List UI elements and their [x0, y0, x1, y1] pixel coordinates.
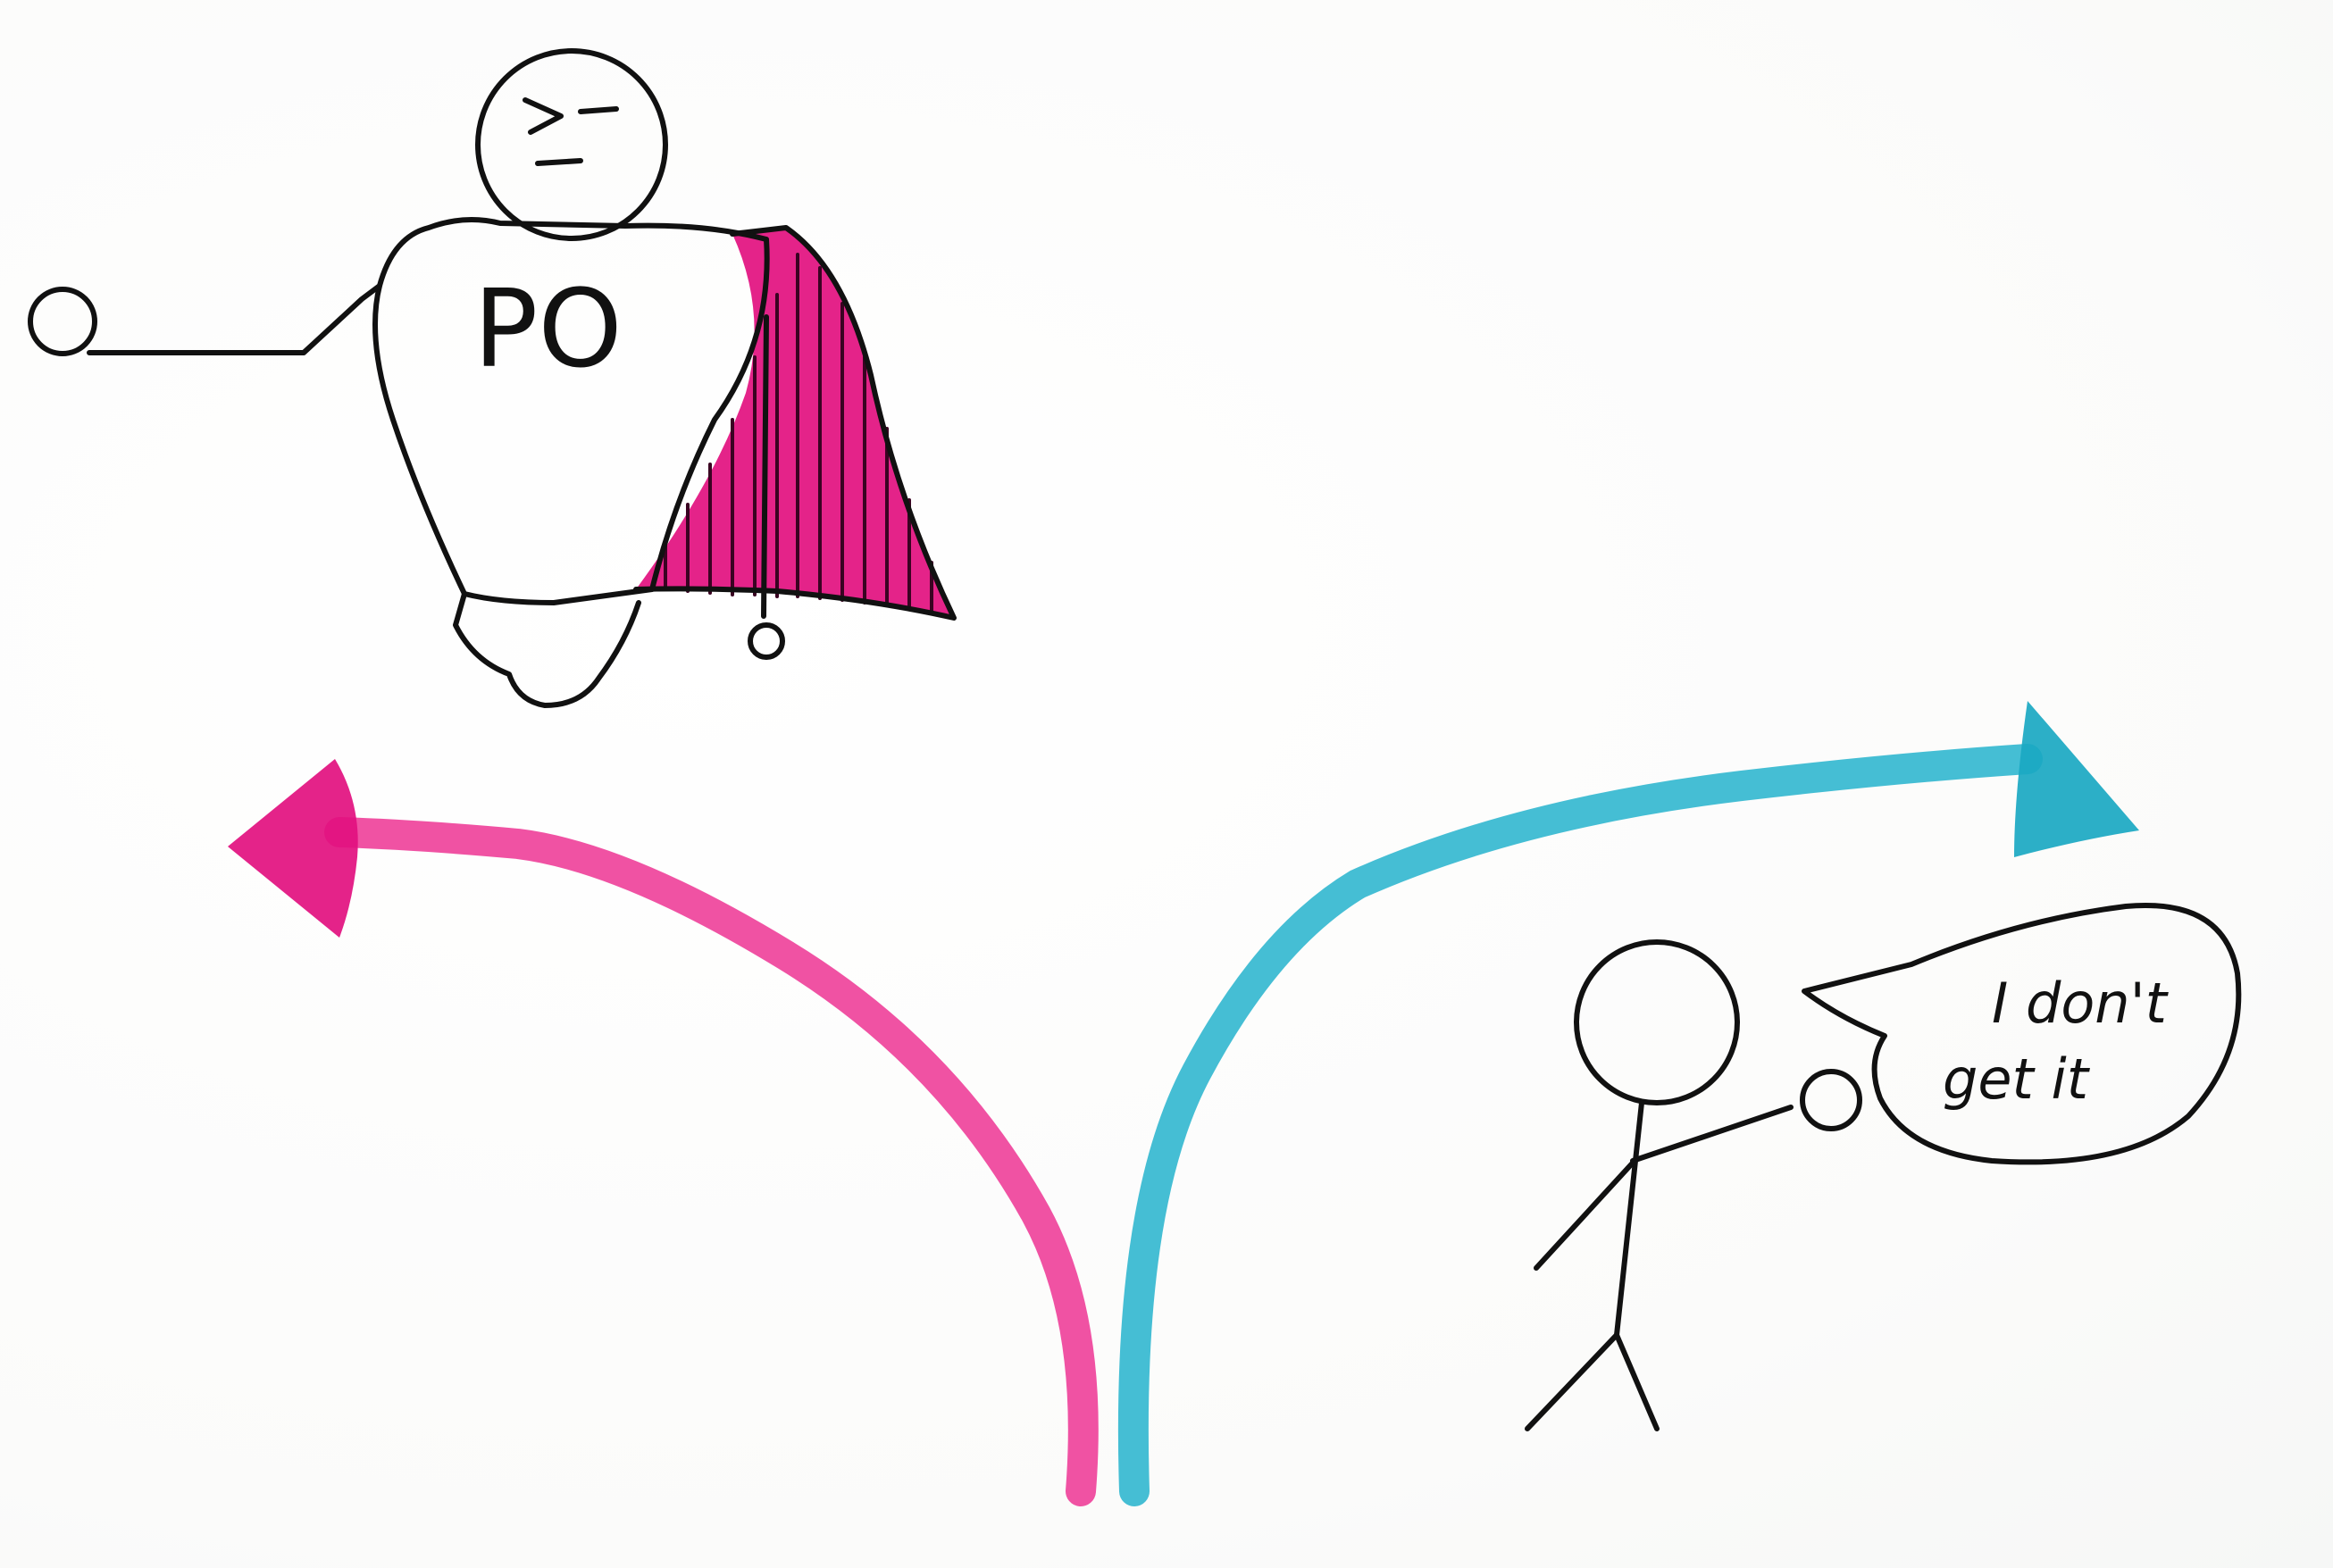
po-head-circle — [475, 48, 668, 241]
stick-figure-hand — [1800, 1069, 1862, 1131]
po-hand-right — [748, 622, 785, 660]
cape-fill — [636, 228, 954, 618]
speech-bubble-outline — [1802, 903, 2242, 1165]
stick-figure-arm-back — [1534, 1158, 1637, 1271]
cape — [633, 225, 957, 621]
cape-center-line — [761, 314, 769, 619]
stick-figure — [1525, 939, 1862, 1431]
blue-arrow-head — [2014, 701, 2139, 857]
pink-arrow-head — [228, 759, 358, 938]
po-body — [372, 217, 770, 605]
po-mouth — [535, 158, 583, 166]
stick-figure-body — [1614, 1100, 1644, 1338]
po-trunks — [453, 591, 641, 708]
stick-figure-head — [1574, 939, 1740, 1105]
po-fist-left — [28, 287, 97, 356]
po-arm-left — [87, 283, 382, 355]
speech-line-2: get it — [1943, 1047, 2091, 1112]
po-superhero: PO — [28, 48, 957, 708]
po-eye-line — [578, 106, 619, 114]
blue-arrow-shaft — [1117, 744, 2043, 1506]
po-label: PO — [473, 268, 623, 392]
speech-bubble: I don't get it — [1802, 903, 2242, 1165]
po-angry-brow — [523, 97, 564, 135]
po-head — [475, 48, 668, 241]
pink-arrow-shaft — [324, 817, 1099, 1506]
stick-figure-arm-front — [1630, 1105, 1794, 1163]
cape-outline — [633, 225, 957, 621]
blue-arrow — [1117, 701, 2139, 1506]
stick-figure-leg-right — [1614, 1332, 1660, 1431]
speech-line-1: I don't — [1992, 971, 2170, 1036]
stick-figure-leg-left — [1525, 1332, 1619, 1431]
pink-arrow — [228, 759, 1099, 1506]
